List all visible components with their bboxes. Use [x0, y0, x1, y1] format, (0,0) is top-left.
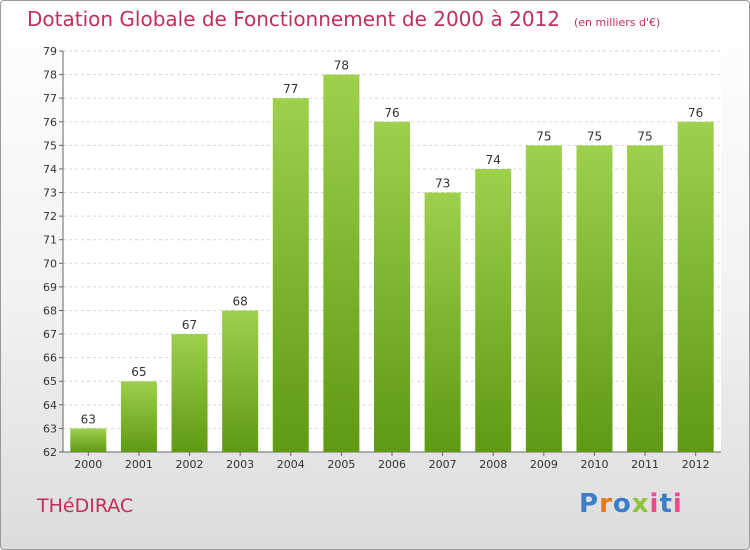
x-tick-label-2010: 2010 [580, 458, 608, 471]
labels: 62 63 64 65 66 67 68 69 70 71 72 73 74 75 76 77 78 79 63 20… [43, 45, 710, 471]
logo-letter: x [631, 489, 650, 519]
bar-2006 [374, 121, 410, 452]
y-tick-label: 68 [43, 304, 57, 317]
y-tick-label: 64 [43, 399, 57, 412]
value-label-2002: 67 [182, 318, 197, 332]
y-tick-label: 74 [43, 163, 57, 176]
x-tick-label-2005: 2005 [327, 458, 355, 471]
x-tick-label-2012: 2012 [682, 458, 710, 471]
chart-title: Dotation Globale de Fonctionnement de 20… [27, 7, 660, 31]
y-tick-label: 65 [43, 375, 57, 388]
value-label-2010: 75 [587, 129, 602, 143]
y-tick-label: 75 [43, 139, 57, 152]
x-tick-label-2008: 2008 [479, 458, 507, 471]
y-tick-label: 72 [43, 210, 57, 223]
commune-name: THéDIRAC [37, 495, 134, 517]
bar-2011 [627, 145, 664, 452]
x-tick-label-2009: 2009 [530, 458, 558, 471]
value-label-2008: 74 [486, 153, 501, 167]
y-tick-label: 66 [43, 352, 57, 365]
y-tick-label: 69 [43, 281, 57, 294]
bar-2004 [272, 98, 309, 453]
bar-2010 [576, 145, 613, 452]
chart-subtitle: (en milliers d'€) [574, 16, 661, 29]
title-text: Dotation Globale de Fonctionnement de 20… [27, 7, 560, 31]
x-tick-label-2011: 2011 [631, 458, 659, 471]
y-tick-label: 79 [43, 45, 57, 58]
bar-2005 [323, 74, 360, 453]
x-tick-label-2006: 2006 [378, 458, 406, 471]
bar-2007 [424, 192, 461, 452]
bar-2012 [677, 121, 714, 452]
x-tick-label-2000: 2000 [74, 458, 102, 471]
bar-2001 [120, 381, 157, 452]
y-tick-label: 76 [43, 116, 57, 129]
bar-2000 [70, 428, 107, 452]
value-label-2004: 77 [283, 82, 298, 96]
bar-2003 [222, 310, 259, 452]
bar-2009 [525, 145, 562, 452]
value-label-2012: 76 [688, 106, 703, 120]
logo-letter: r [599, 489, 613, 519]
y-tick-label: 62 [43, 446, 57, 459]
y-tick-label: 77 [43, 92, 57, 105]
bar-2002 [171, 334, 208, 452]
value-label-2005: 78 [334, 59, 349, 73]
value-label-2000: 63 [81, 412, 96, 426]
x-tick-label-2002: 2002 [176, 458, 204, 471]
y-tick-label: 70 [43, 257, 57, 270]
y-tick-label: 67 [43, 328, 57, 341]
logo-letter: i [649, 489, 660, 519]
y-tick-label: 63 [43, 422, 57, 435]
logo-letter: i [672, 489, 683, 519]
y-tick-label: 73 [43, 187, 57, 200]
y-tick-label: 78 [43, 69, 57, 82]
proxiti-logo[interactable]: Proxiti [579, 489, 683, 519]
y-tick-label: 71 [43, 234, 57, 247]
value-label-2001: 65 [131, 365, 146, 379]
logo-letter: t [659, 489, 673, 519]
bar-2008 [475, 168, 512, 453]
bars [70, 74, 714, 453]
value-label-2009: 75 [536, 129, 551, 143]
x-tick-label-2001: 2001 [125, 458, 153, 471]
logo-letter: o [612, 489, 632, 519]
value-label-2003: 68 [233, 294, 248, 308]
x-tick-label-2003: 2003 [226, 458, 254, 471]
value-label-2011: 75 [637, 129, 652, 143]
logo-letter: P [579, 489, 600, 519]
x-tick-label-2004: 2004 [277, 458, 305, 471]
x-tick-label-2007: 2007 [429, 458, 457, 471]
value-label-2006: 76 [384, 106, 399, 120]
value-label-2007: 73 [435, 177, 450, 191]
